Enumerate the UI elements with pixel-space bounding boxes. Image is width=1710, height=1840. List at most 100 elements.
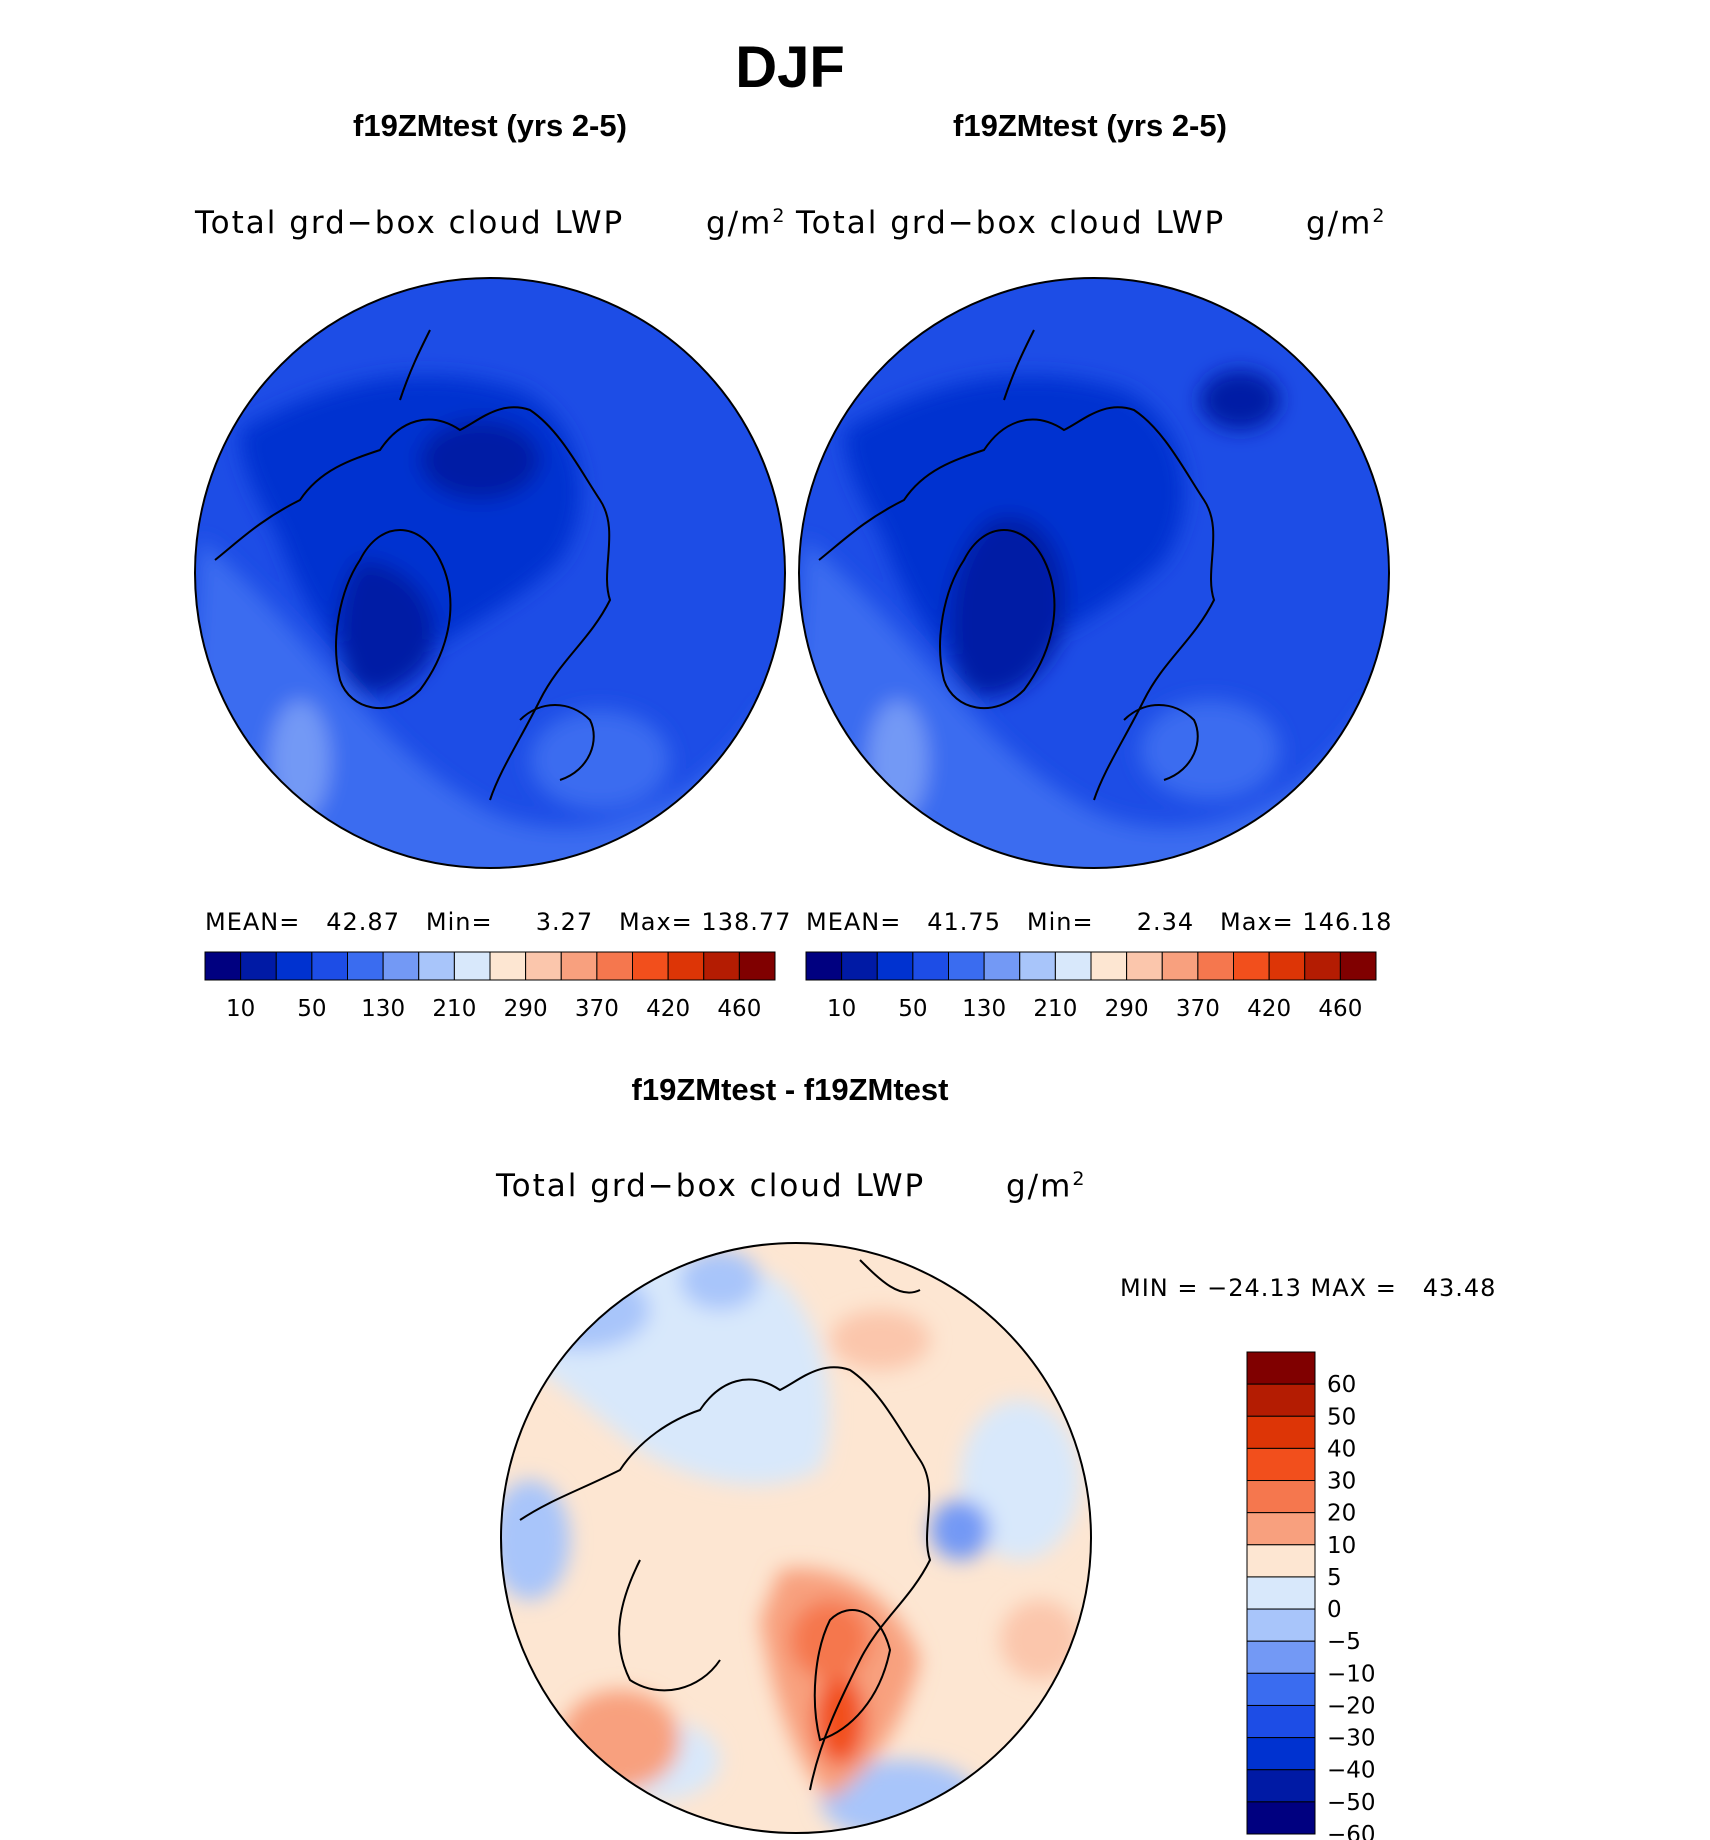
colorbar-1-tick-label: 290: [504, 996, 548, 1022]
colorbar-2-swatch: [1019, 951, 1056, 981]
map-2-field-very-low-2: [1200, 370, 1280, 430]
diff-min-max: MIN = −24.13 MAX = 43.48: [1120, 1274, 1497, 1302]
colorbar-1-tick-label: 50: [297, 996, 326, 1022]
colorbar-diff-swatch: [1246, 1544, 1316, 1578]
colorbar-2-tick-label: 130: [962, 996, 1006, 1022]
colorbar-2-swatch: [1090, 951, 1128, 981]
colorbar-diff-tick-label: −60: [1327, 1822, 1376, 1840]
colorbar-2-tick-label: 420: [1247, 996, 1291, 1022]
colorbar-diff-tick-label: −30: [1327, 1726, 1376, 1752]
colorbar-1-tick-label: 10: [226, 996, 255, 1022]
colorbar-diff-tick-label: 30: [1327, 1469, 1356, 1495]
colorbar-2-swatch: [1126, 951, 1163, 981]
map-1-field-very-low: [339, 560, 435, 694]
colorbar-2-swatch: [1054, 951, 1092, 981]
panel-1-units: g/m2: [706, 205, 787, 242]
colorbar-2-swatch: [841, 951, 878, 981]
colorbar-2-swatch: [983, 951, 1021, 981]
colorbar-2-tick-label: 460: [1318, 996, 1362, 1022]
colorbar-2-swatch: [805, 951, 843, 981]
colorbar-1-tick-label: 210: [432, 996, 476, 1022]
diff-map-boundary: [500, 1242, 1092, 1834]
colorbar-diff-swatch: [1246, 1576, 1316, 1610]
colorbar-1-swatch: [347, 951, 384, 981]
panel-1-stats: MEAN= 42.87 Min= 3.27 Max= 138.77: [205, 908, 792, 936]
map-2-coastlines: [818, 329, 1216, 801]
diff-field-neg-3: [501, 1480, 570, 1600]
colorbar-diff-tick-label: 10: [1327, 1533, 1356, 1559]
colorbar-diff-tick-label: −5: [1327, 1629, 1361, 1655]
colorbar-diff-swatch: [1246, 1640, 1316, 1674]
colorbar-1-swatch: [596, 951, 633, 981]
colorbar-1-tick-label: 460: [717, 996, 761, 1022]
colorbar-2-swatch: [1233, 951, 1270, 981]
diff-field-neg-strong: [930, 1500, 990, 1560]
colorbar-diff-tick-label: −20: [1327, 1693, 1376, 1719]
colorbar-diff-tick-label: 20: [1327, 1501, 1356, 1527]
colorbar-diff-swatch: [1246, 1415, 1316, 1449]
colorbar-diff-tick-label: −40: [1327, 1758, 1376, 1784]
colorbar-2-swatch: [1304, 951, 1341, 981]
colorbar-diff-swatch: [1246, 1351, 1316, 1385]
colorbar-diff-tick-label: 40: [1327, 1436, 1356, 1462]
colorbar-diff-tick-label: −10: [1327, 1661, 1376, 1687]
panel-2-stats: MEAN= 41.75 Min= 2.34 Max= 146.18: [806, 908, 1393, 936]
colorbar-diff-tick-label: −50: [1327, 1790, 1376, 1816]
map-panel-diff: [500, 1242, 1092, 1834]
map-1-field-very-low-2: [420, 420, 540, 500]
colorbar-1-swatch: [489, 951, 527, 981]
colorbar-2-swatch: [1197, 951, 1234, 981]
map-2-field-high-2: [1140, 700, 1280, 800]
colorbar-panel-1: 10 50 130 210 290 370 420 460: [204, 951, 776, 1022]
colorbar-2-tick-label: 50: [898, 996, 927, 1022]
map-2-field-very-low: [950, 516, 1066, 697]
colorbar-diff-swatch: [1246, 1769, 1316, 1803]
colorbar-1-swatch: [738, 951, 776, 981]
colorbar-2-tick-label: 290: [1105, 996, 1149, 1022]
colorbar-1-swatch: [453, 951, 491, 981]
diff-field-pos: [1000, 1600, 1080, 1680]
colorbar-diff-tick-label: 0: [1327, 1597, 1342, 1623]
colorbar-diff-swatch: [1246, 1737, 1316, 1771]
map-1-field-high: [195, 540, 785, 868]
map-panel-2: [798, 277, 1390, 869]
colorbar-1-swatch: [560, 951, 598, 981]
map-2-field-highest: [868, 700, 928, 820]
diff-units: g/m2: [1006, 1168, 1087, 1205]
colorbar-2-swatch: [948, 951, 985, 981]
diff-field-pos-max: [815, 1675, 865, 1765]
figure-title: DJF: [735, 35, 845, 100]
colorbar-diff-swatch: [1246, 1383, 1316, 1417]
colorbar-2-swatch: [1339, 951, 1377, 981]
colorbar-1-tick-label: 370: [575, 996, 619, 1022]
colorbar-1-tick-label: 420: [646, 996, 690, 1022]
colorbar-2-swatch: [1268, 951, 1306, 981]
colorbar-1-swatch: [311, 951, 348, 981]
colorbar-1-swatch: [703, 951, 740, 981]
colorbar-panel-2: 10 50 130 210 290 370 420 460: [805, 951, 1377, 1022]
panel-2-variable-label: Total grd−box cloud LWP: [796, 205, 1226, 241]
colorbar-diff-swatch: [1246, 1512, 1316, 1546]
map-2-field-high: [799, 540, 1389, 868]
diff-field-neg-weak-2: [960, 1400, 1080, 1560]
colorbar-2-swatch: [1161, 951, 1199, 981]
map-1-field-high-2: [530, 710, 670, 810]
colorbar-1-swatch: [275, 951, 313, 981]
colorbar-diff-swatch: [1246, 1480, 1316, 1514]
panel-2-units: g/m2: [1306, 205, 1387, 242]
map-1-coastlines: [214, 329, 612, 801]
colorbar-2-tick-label: 210: [1033, 996, 1077, 1022]
colorbar-diff-tick-label: 50: [1327, 1404, 1356, 1430]
colorbar-1-swatch: [667, 951, 705, 981]
colorbar-2-tick-label: 10: [827, 996, 856, 1022]
colorbar-1-swatch: [418, 951, 455, 981]
map-1-field-highest: [270, 700, 330, 820]
colorbar-2-swatch: [876, 951, 914, 981]
colorbar-1-tick-label: 130: [361, 996, 405, 1022]
colorbar-2-swatch: [912, 951, 949, 981]
colorbar-diff-swatch: [1246, 1608, 1316, 1642]
panel-1-variable-label: Total grd−box cloud LWP: [195, 205, 625, 241]
colorbar-1-swatch: [240, 951, 277, 981]
